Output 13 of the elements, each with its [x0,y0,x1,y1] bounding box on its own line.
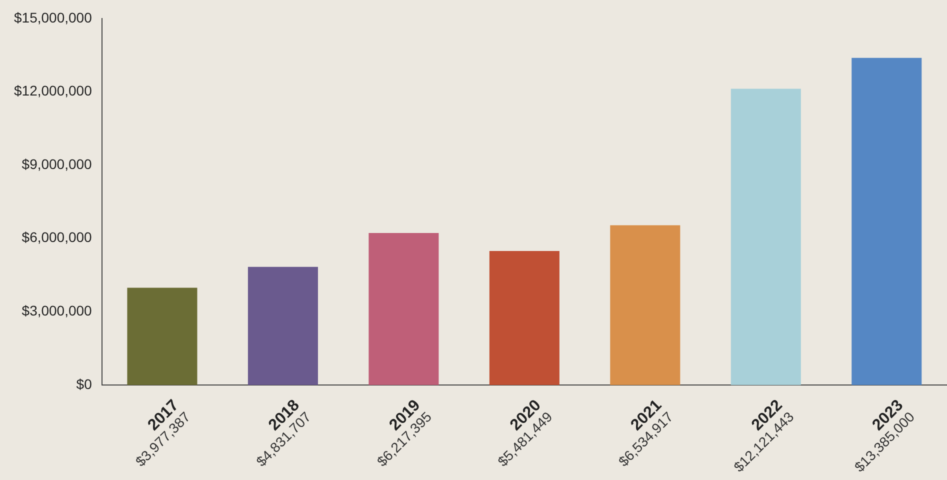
y-tick-label: $0 [76,376,92,392]
y-tick-label: $12,000,000 [14,82,92,99]
y-tick-label: $6,000,000 [22,229,92,246]
y-tick-label: $9,000,000 [22,156,92,172]
bar [489,251,560,385]
bar [852,58,922,385]
y-tick-label: $15,000,000 [14,9,92,26]
bar [610,225,680,385]
bar [368,233,439,385]
y-tick-label: $3,000,000 [22,302,92,319]
bar [730,88,801,385]
bar [248,266,318,385]
bar [127,288,198,385]
